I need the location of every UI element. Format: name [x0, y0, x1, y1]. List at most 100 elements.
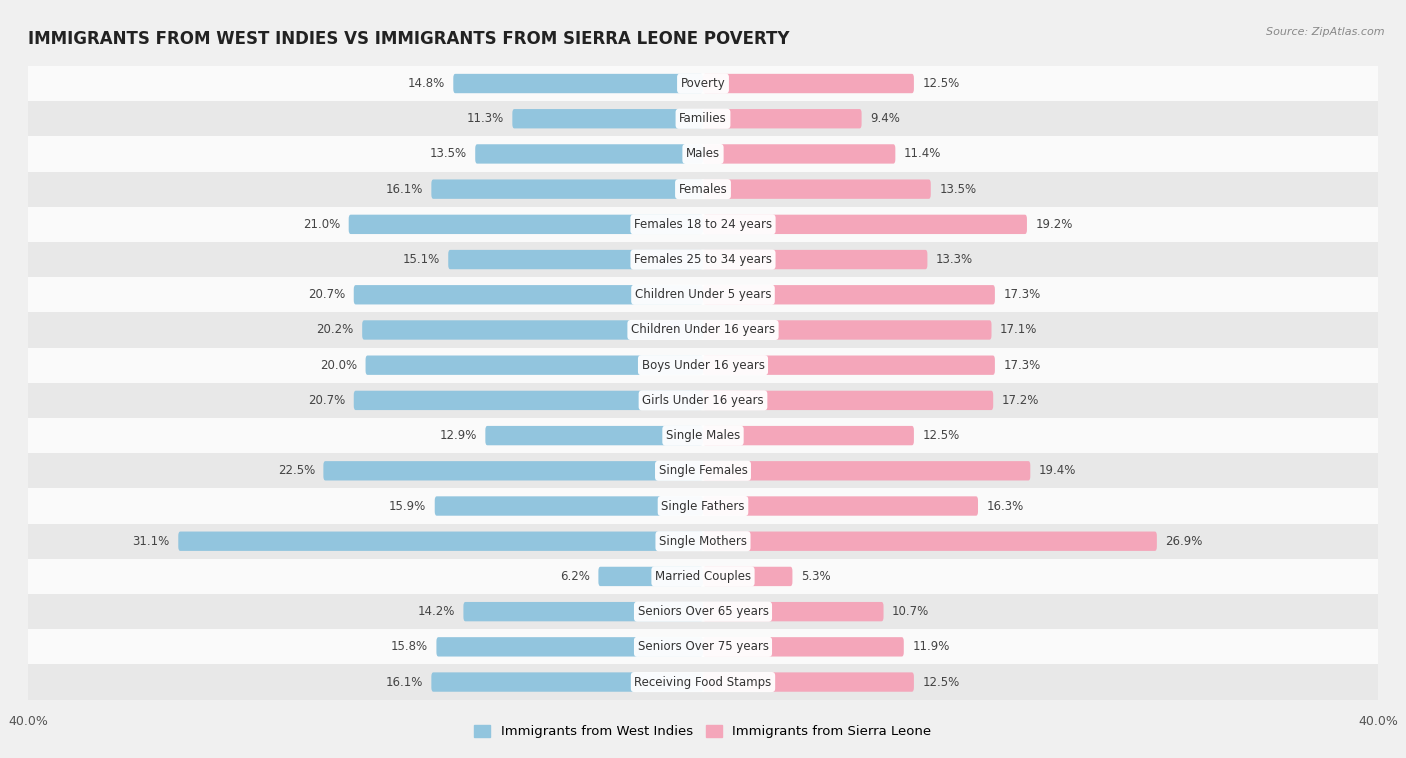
Text: 12.5%: 12.5%	[922, 77, 959, 90]
Text: Children Under 5 years: Children Under 5 years	[634, 288, 772, 301]
Text: 20.7%: 20.7%	[308, 394, 346, 407]
FancyBboxPatch shape	[485, 426, 703, 445]
Text: 20.7%: 20.7%	[308, 288, 346, 301]
Text: Source: ZipAtlas.com: Source: ZipAtlas.com	[1267, 27, 1385, 36]
FancyBboxPatch shape	[28, 453, 1378, 488]
FancyBboxPatch shape	[349, 215, 703, 234]
FancyBboxPatch shape	[703, 672, 914, 692]
FancyBboxPatch shape	[703, 356, 995, 375]
FancyBboxPatch shape	[28, 524, 1378, 559]
Text: 22.5%: 22.5%	[278, 465, 315, 478]
FancyBboxPatch shape	[703, 496, 979, 515]
FancyBboxPatch shape	[28, 242, 1378, 277]
Text: 12.9%: 12.9%	[440, 429, 477, 442]
FancyBboxPatch shape	[28, 559, 1378, 594]
Text: 17.3%: 17.3%	[1004, 359, 1040, 371]
Text: 20.2%: 20.2%	[316, 324, 354, 337]
Text: 17.2%: 17.2%	[1001, 394, 1039, 407]
FancyBboxPatch shape	[28, 383, 1378, 418]
Text: Poverty: Poverty	[681, 77, 725, 90]
FancyBboxPatch shape	[703, 637, 904, 656]
FancyBboxPatch shape	[703, 461, 1031, 481]
FancyBboxPatch shape	[432, 672, 703, 692]
Text: 16.1%: 16.1%	[385, 183, 423, 196]
FancyBboxPatch shape	[703, 531, 1157, 551]
Text: 12.5%: 12.5%	[922, 429, 959, 442]
Text: Females: Females	[679, 183, 727, 196]
FancyBboxPatch shape	[703, 144, 896, 164]
Text: 13.5%: 13.5%	[430, 148, 467, 161]
Legend: Immigrants from West Indies, Immigrants from Sierra Leone: Immigrants from West Indies, Immigrants …	[470, 719, 936, 744]
FancyBboxPatch shape	[363, 321, 703, 340]
FancyBboxPatch shape	[28, 665, 1378, 700]
Text: Boys Under 16 years: Boys Under 16 years	[641, 359, 765, 371]
FancyBboxPatch shape	[432, 180, 703, 199]
Text: IMMIGRANTS FROM WEST INDIES VS IMMIGRANTS FROM SIERRA LEONE POVERTY: IMMIGRANTS FROM WEST INDIES VS IMMIGRANT…	[28, 30, 790, 48]
FancyBboxPatch shape	[436, 637, 703, 656]
Text: 17.3%: 17.3%	[1004, 288, 1040, 301]
Text: 11.4%: 11.4%	[904, 148, 941, 161]
Text: 12.5%: 12.5%	[922, 675, 959, 688]
FancyBboxPatch shape	[28, 207, 1378, 242]
Text: Married Couples: Married Couples	[655, 570, 751, 583]
Text: Single Males: Single Males	[666, 429, 740, 442]
Text: 10.7%: 10.7%	[891, 605, 929, 618]
Text: 31.1%: 31.1%	[132, 534, 170, 548]
FancyBboxPatch shape	[28, 277, 1378, 312]
FancyBboxPatch shape	[599, 567, 703, 586]
Text: 11.3%: 11.3%	[467, 112, 503, 125]
FancyBboxPatch shape	[28, 66, 1378, 101]
Text: 15.8%: 15.8%	[391, 641, 427, 653]
Text: 14.8%: 14.8%	[408, 77, 444, 90]
FancyBboxPatch shape	[512, 109, 703, 128]
FancyBboxPatch shape	[28, 488, 1378, 524]
Text: Females 25 to 34 years: Females 25 to 34 years	[634, 253, 772, 266]
FancyBboxPatch shape	[703, 250, 928, 269]
FancyBboxPatch shape	[703, 285, 995, 305]
FancyBboxPatch shape	[323, 461, 703, 481]
FancyBboxPatch shape	[703, 215, 1026, 234]
Text: 9.4%: 9.4%	[870, 112, 900, 125]
Text: 17.1%: 17.1%	[1000, 324, 1038, 337]
FancyBboxPatch shape	[179, 531, 703, 551]
Text: Single Fathers: Single Fathers	[661, 500, 745, 512]
Text: 13.3%: 13.3%	[936, 253, 973, 266]
FancyBboxPatch shape	[703, 426, 914, 445]
FancyBboxPatch shape	[28, 171, 1378, 207]
Text: Males: Males	[686, 148, 720, 161]
Text: Females 18 to 24 years: Females 18 to 24 years	[634, 218, 772, 231]
Text: 13.5%: 13.5%	[939, 183, 976, 196]
Text: 26.9%: 26.9%	[1166, 534, 1202, 548]
Text: Receiving Food Stamps: Receiving Food Stamps	[634, 675, 772, 688]
FancyBboxPatch shape	[449, 250, 703, 269]
FancyBboxPatch shape	[28, 101, 1378, 136]
Text: Single Females: Single Females	[658, 465, 748, 478]
Text: 15.1%: 15.1%	[402, 253, 440, 266]
FancyBboxPatch shape	[28, 418, 1378, 453]
Text: 11.9%: 11.9%	[912, 641, 949, 653]
Text: 16.3%: 16.3%	[987, 500, 1024, 512]
Text: 14.2%: 14.2%	[418, 605, 456, 618]
Text: 6.2%: 6.2%	[560, 570, 591, 583]
Text: Seniors Over 75 years: Seniors Over 75 years	[637, 641, 769, 653]
FancyBboxPatch shape	[354, 285, 703, 305]
FancyBboxPatch shape	[28, 629, 1378, 665]
Text: Girls Under 16 years: Girls Under 16 years	[643, 394, 763, 407]
Text: Children Under 16 years: Children Under 16 years	[631, 324, 775, 337]
Text: Seniors Over 65 years: Seniors Over 65 years	[637, 605, 769, 618]
FancyBboxPatch shape	[703, 180, 931, 199]
Text: 15.9%: 15.9%	[389, 500, 426, 512]
FancyBboxPatch shape	[366, 356, 703, 375]
FancyBboxPatch shape	[703, 74, 914, 93]
FancyBboxPatch shape	[434, 496, 703, 515]
FancyBboxPatch shape	[28, 594, 1378, 629]
FancyBboxPatch shape	[475, 144, 703, 164]
Text: 20.0%: 20.0%	[321, 359, 357, 371]
FancyBboxPatch shape	[703, 109, 862, 128]
Text: 21.0%: 21.0%	[304, 218, 340, 231]
FancyBboxPatch shape	[703, 321, 991, 340]
Text: Families: Families	[679, 112, 727, 125]
Text: 19.4%: 19.4%	[1039, 465, 1076, 478]
FancyBboxPatch shape	[703, 390, 993, 410]
FancyBboxPatch shape	[703, 567, 793, 586]
